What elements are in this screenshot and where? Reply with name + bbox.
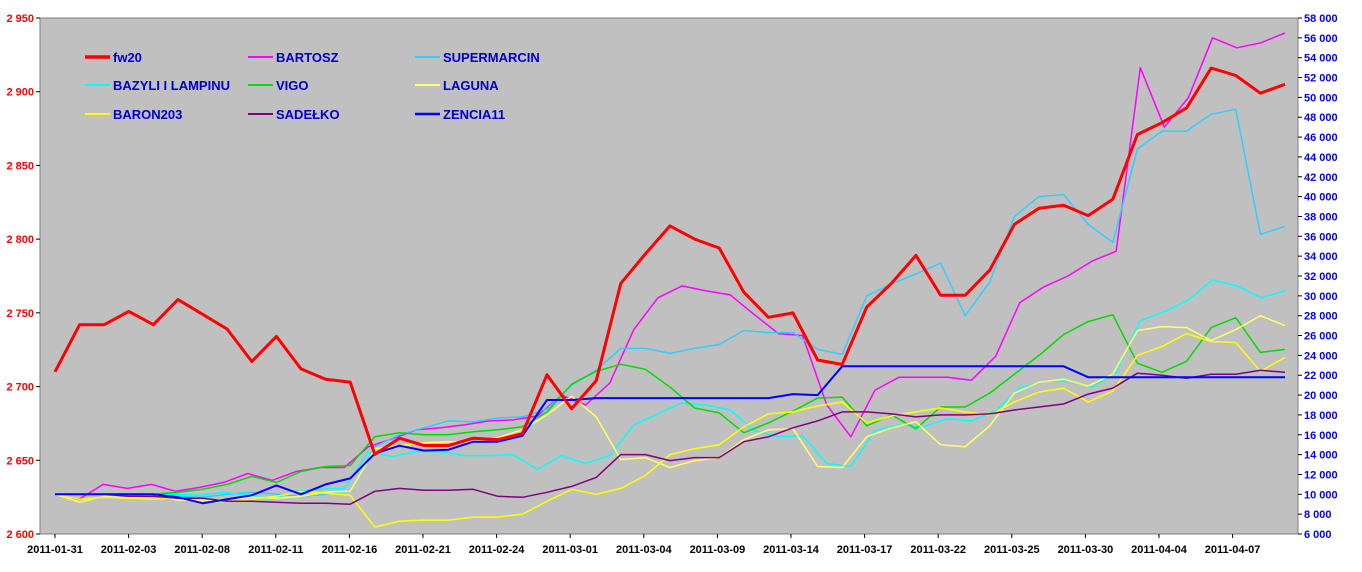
legend-label: SUPERMARCIN	[443, 50, 540, 65]
series-lines	[53, 32, 1286, 528]
x-tick-label: 2011-02-21	[395, 544, 451, 556]
y-right-ticks: 6 000 8 000 10 000 12 000 14 000 16 000 18 000…	[1298, 13, 1338, 541]
x-tick-label: 2011-03-30	[1058, 544, 1114, 556]
y-left-tick-label: 2 600	[6, 529, 34, 541]
legend-label: fw20	[113, 50, 142, 65]
legend-label: SADEŁKO	[276, 107, 340, 122]
legend-label: BARTOSZ	[276, 50, 339, 65]
y-right-tick-label: 42 000	[1304, 172, 1338, 184]
y-right-tick-label: 36 000	[1304, 231, 1338, 243]
y-right-tick-label: 44 000	[1304, 152, 1338, 164]
x-tick-label: 2011-03-25	[984, 544, 1040, 556]
y-left-tick-label: 2 700	[6, 382, 34, 394]
y-right-tick-label: 34 000	[1304, 251, 1338, 263]
y-right-tick-label: 32 000	[1304, 271, 1338, 283]
legend-label: BARON203	[113, 107, 182, 122]
y-left-tick-label: 2 950	[6, 13, 34, 25]
y-left-tick-label: 2 900	[6, 87, 34, 99]
legend-label: LAGUNA	[443, 78, 499, 93]
y-right-tick-label: 14 000	[1304, 450, 1338, 462]
y-right-tick-label: 46 000	[1304, 132, 1338, 144]
y-right-tick-label: 48 000	[1304, 112, 1338, 124]
series-line-sade-ko	[55, 369, 1286, 505]
x-ticks: 2011-01-31 2011-02-03 2011-02-08 2011-02-11…	[27, 534, 1260, 556]
y-right-tick-label: 12 000	[1304, 469, 1338, 481]
y-right-tick-label: 38 000	[1304, 211, 1338, 223]
legend: fw20 BARTOSZ SUPERMARCIN BAZYLI I LAMPINU VI…	[85, 50, 540, 122]
x-tick-label: 2011-02-08	[174, 544, 230, 556]
x-tick-label: 2011-02-16	[322, 544, 378, 556]
legend-label: ZENCIA11	[443, 107, 505, 122]
series-line-zencia11	[55, 365, 1285, 505]
x-tick-label: 2011-03-04	[616, 544, 673, 556]
series-line-bartosz	[54, 32, 1286, 501]
series-line-vigo	[55, 313, 1286, 496]
y-right-tick-label: 16 000	[1304, 430, 1338, 442]
legend-label: VIGO	[276, 78, 309, 93]
x-tick-label: 2011-01-31	[27, 544, 83, 556]
y-right-tick-label: 10 000	[1304, 489, 1338, 501]
y-left-tick-label: 2 650	[6, 455, 34, 467]
x-tick-label: 2011-02-03	[101, 544, 157, 556]
plot-area	[39, 17, 1299, 535]
y-right-tick-label: 40 000	[1304, 192, 1338, 204]
y-left-ticks: 2 600 2 650 2 700 2 750 2 800 2 850 2 900 2 950	[6, 13, 40, 541]
x-tick-label: 2011-03-17	[837, 544, 893, 556]
x-tick-label: 2011-02-11	[248, 544, 303, 556]
legend-label: BAZYLI I LAMPINU	[113, 78, 230, 93]
y-right-tick-label: 54 000	[1304, 53, 1338, 65]
y-right-tick-label: 6 000	[1304, 529, 1332, 541]
x-tick-label: 2011-02-24	[469, 544, 526, 556]
x-tick-label: 2011-03-09	[690, 544, 746, 556]
y-right-tick-label: 28 000	[1304, 311, 1338, 323]
x-tick-label: 2011-03-14	[763, 544, 820, 556]
y-right-tick-label: 8 000	[1304, 509, 1332, 521]
x-tick-label: 2011-03-22	[910, 544, 966, 556]
y-right-tick-label: 52 000	[1304, 73, 1338, 85]
y-right-tick-label: 30 000	[1304, 291, 1338, 303]
y-left-tick-label: 2 850	[6, 160, 34, 172]
y-left-tick-label: 2 800	[6, 234, 34, 246]
y-right-tick-label: 26 000	[1304, 331, 1338, 343]
x-tick-label: 2011-03-01	[542, 544, 598, 556]
series-line-fw20	[53, 66, 1286, 456]
y-right-tick-label: 56 000	[1304, 33, 1338, 45]
y-left-tick-label: 2 750	[6, 308, 34, 320]
x-tick-label: 2011-04-04	[1131, 544, 1188, 556]
y-right-tick-label: 58 000	[1304, 13, 1338, 25]
y-right-tick-label: 24 000	[1304, 350, 1338, 362]
y-right-tick-label: 20 000	[1304, 390, 1338, 402]
x-tick-label: 2011-04-07	[1205, 544, 1261, 556]
y-right-tick-label: 18 000	[1304, 410, 1338, 422]
y-right-tick-label: 50 000	[1304, 92, 1338, 104]
y-right-tick-label: 22 000	[1304, 370, 1338, 382]
